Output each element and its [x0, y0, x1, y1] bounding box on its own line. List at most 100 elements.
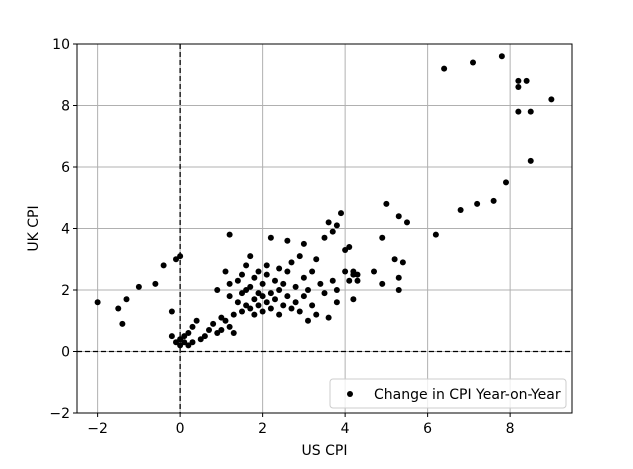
- data-point: [115, 305, 122, 312]
- data-point: [391, 256, 398, 263]
- axis-ticks: −2 0 2 4 6 8 −2 0 2 4 6 8 10: [49, 37, 514, 437]
- data-point: [239, 290, 245, 297]
- data-point: [247, 253, 254, 260]
- data-point: [523, 77, 530, 84]
- y-tick-label: 10: [52, 37, 70, 53]
- data-point: [263, 299, 270, 306]
- data-point: [201, 333, 208, 340]
- data-point: [218, 314, 225, 321]
- data-point: [321, 234, 328, 241]
- data-point: [214, 330, 221, 337]
- x-tick-label: 8: [506, 421, 515, 437]
- data-point: [173, 339, 179, 346]
- y-tick-label: 0: [61, 345, 70, 361]
- data-point: [333, 222, 340, 229]
- data-point: [177, 253, 184, 260]
- data-point: [251, 311, 258, 318]
- data-point: [395, 213, 402, 220]
- y-tick-label: 6: [61, 160, 70, 176]
- data-point: [263, 262, 270, 269]
- data-point: [210, 320, 217, 327]
- data-point: [515, 84, 522, 91]
- data-point: [239, 308, 245, 315]
- data-point: [267, 305, 274, 312]
- data-point: [292, 283, 299, 290]
- x-axis-label: US CPI: [302, 443, 348, 459]
- y-tick-label: 8: [61, 99, 70, 115]
- x-tick-label: −2: [87, 421, 108, 437]
- data-points: [94, 53, 555, 349]
- data-point: [230, 330, 237, 337]
- data-point: [206, 326, 212, 333]
- data-point: [222, 317, 229, 324]
- data-point: [333, 287, 340, 293]
- data-point: [515, 77, 522, 84]
- data-point: [177, 336, 184, 343]
- data-point: [300, 293, 307, 300]
- data-point: [313, 256, 320, 263]
- data-point: [284, 268, 291, 275]
- x-tick-label: 4: [341, 421, 350, 437]
- data-point: [276, 265, 283, 272]
- data-point: [309, 268, 316, 275]
- y-tick-label: 2: [61, 283, 70, 299]
- data-point: [247, 283, 254, 290]
- data-point: [119, 320, 126, 327]
- data-point: [309, 302, 316, 309]
- data-point: [226, 293, 233, 300]
- data-point: [284, 293, 291, 300]
- data-point: [527, 157, 534, 164]
- legend-label: Change in CPI Year-on-Year: [374, 387, 561, 403]
- data-point: [350, 271, 357, 278]
- data-point: [288, 259, 295, 266]
- data-point: [259, 308, 266, 315]
- y-axis-label: UK CPI: [26, 205, 42, 251]
- data-point: [342, 247, 349, 254]
- data-point: [383, 200, 390, 207]
- data-point: [457, 207, 464, 214]
- data-point: [226, 280, 233, 287]
- data-point: [94, 299, 101, 306]
- data-point: [255, 268, 262, 275]
- data-point: [371, 268, 377, 275]
- data-point: [280, 302, 287, 309]
- data-point: [189, 323, 196, 330]
- data-point: [239, 271, 245, 278]
- data-point: [313, 311, 320, 318]
- data-point: [259, 293, 266, 300]
- data-point: [342, 268, 349, 275]
- data-point: [251, 274, 258, 281]
- x-tick-label: 2: [258, 421, 267, 437]
- data-point: [230, 311, 237, 318]
- data-point: [243, 302, 250, 309]
- legend-box: [329, 378, 567, 409]
- data-point: [272, 277, 278, 284]
- data-point: [185, 342, 192, 349]
- data-point: [243, 287, 250, 293]
- data-point: [305, 317, 311, 324]
- data-point: [214, 287, 221, 293]
- data-point: [243, 262, 250, 269]
- data-point: [234, 277, 241, 284]
- data-point: [317, 280, 324, 287]
- data-point: [395, 287, 402, 293]
- data-point: [515, 108, 522, 115]
- data-point: [123, 296, 130, 303]
- data-point: [329, 277, 336, 284]
- data-point: [234, 299, 241, 306]
- data-point: [263, 271, 270, 278]
- data-point: [325, 219, 332, 226]
- data-point: [548, 96, 555, 103]
- data-point: [218, 326, 225, 333]
- data-point: [251, 296, 258, 303]
- data-point: [498, 53, 505, 60]
- data-point: [226, 231, 233, 238]
- legend: Change in CPI Year-on-Year: [329, 378, 567, 409]
- data-point: [379, 234, 386, 241]
- data-point: [276, 287, 283, 293]
- data-point: [503, 179, 509, 186]
- data-point: [173, 256, 179, 263]
- data-point: [338, 210, 344, 217]
- y-tick-label: −2: [49, 406, 70, 422]
